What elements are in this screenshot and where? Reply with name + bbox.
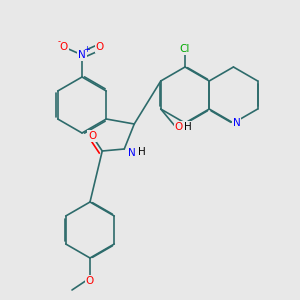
Text: Cl: Cl xyxy=(180,44,190,54)
Text: -: - xyxy=(58,38,61,46)
Text: O: O xyxy=(96,42,104,52)
Text: H: H xyxy=(138,147,146,157)
Text: H: H xyxy=(184,122,192,132)
Text: +: + xyxy=(84,46,90,55)
Text: O: O xyxy=(175,122,183,132)
Text: O: O xyxy=(86,276,94,286)
Text: N: N xyxy=(232,118,240,128)
Text: O: O xyxy=(60,42,68,52)
Text: O: O xyxy=(88,131,96,141)
Text: N: N xyxy=(128,148,136,158)
Text: N: N xyxy=(78,50,86,60)
